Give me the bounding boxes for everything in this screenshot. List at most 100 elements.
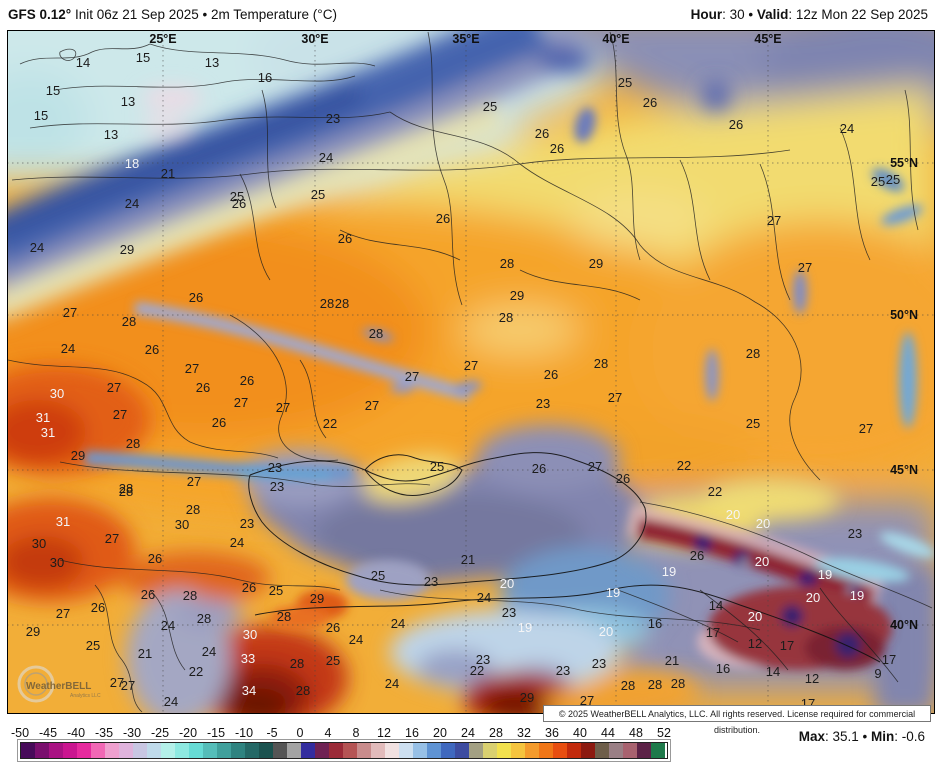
colorbar-segment [329, 743, 343, 758]
temp-label: 22 [708, 484, 722, 499]
colorbar-segment [469, 743, 483, 758]
temp-label: 25 [430, 459, 444, 474]
temperature-field: 25°E 30°E 35°E 40°E 45°E55°N50°N45°N40°N 14 1… [7, 30, 935, 714]
temp-label: 23 [326, 111, 340, 126]
temp-label: 26 [338, 231, 352, 246]
temp-label: 27 [405, 369, 419, 384]
min-label: Min [870, 729, 895, 744]
temp-label: 26 [242, 580, 256, 595]
temp-label: 21 [161, 166, 175, 181]
temp-label: 19 [818, 567, 832, 582]
copyright-notice: © 2025 WeatherBELL Analytics, LLC. All r… [543, 705, 931, 735]
temp-label: 23 [240, 516, 254, 531]
temp-label: 28 [197, 611, 211, 626]
weatherbell-logo: WeatherBELL Analytics LLC [10, 664, 140, 706]
temp-label: 16 [258, 70, 272, 85]
temp-label: 27 [110, 675, 124, 690]
colorbar-tick-label: 48 [629, 726, 643, 740]
temp-label: 29 [520, 690, 534, 705]
colorbar-segment [581, 743, 595, 758]
colorbar-tick-label: 32 [517, 726, 531, 740]
colorbar-tick-label: 24 [461, 726, 475, 740]
temp-label: 22 [677, 458, 691, 473]
temp-label: 17 [780, 638, 794, 653]
colorbar-tick-label: 8 [352, 726, 360, 740]
model-name: GFS 0.12° [8, 7, 72, 22]
temp-label: 26 [436, 211, 450, 226]
temp-label: 28 [335, 296, 349, 311]
temp-label: 24 [477, 590, 491, 605]
temp-label: 23 [502, 605, 516, 620]
colorbar-segment [623, 743, 637, 758]
colorbar-segment [245, 743, 259, 758]
temp-label: 14 [766, 664, 780, 679]
temp-label: 28 [746, 346, 760, 361]
temperature-map: 25°E 30°E 35°E 40°E 45°E 55°N 50°N 45°N 40°N 14 1… [0, 30, 935, 714]
temp-label: 13 [205, 55, 219, 70]
temp-label: 19 [518, 620, 532, 635]
temp-label: 26 [212, 415, 226, 430]
temp-label: 29 [589, 256, 603, 271]
hour-label: Hour [690, 7, 723, 22]
temp-label: 25 [269, 583, 283, 598]
temp-label: 31 [41, 425, 55, 440]
colorbar-segment [315, 743, 329, 758]
temp-label: 29 [510, 288, 524, 303]
max-label: Max [798, 729, 825, 744]
meridian-label: 25°E [149, 32, 176, 46]
temp-label: 29 [26, 624, 40, 639]
colorbar-segment [175, 743, 189, 758]
temp-label: 20 [755, 554, 769, 569]
temp-label: 23 [556, 663, 570, 678]
parallel-label: 45°N [890, 463, 918, 477]
colorbar-segment [609, 743, 623, 758]
temp-label: 24 [61, 341, 75, 356]
temp-label: 20 [756, 516, 770, 531]
temp-label: 29 [120, 242, 134, 257]
colorbar-tick-label: 40 [573, 726, 587, 740]
colorbar-segment [553, 743, 567, 758]
temp-label: 26 [326, 620, 340, 635]
header-bar: GFS 0.12° Init 06z 21 Sep 2025 • 2m Temp… [0, 0, 935, 30]
temp-label: 26 [532, 461, 546, 476]
temp-label: 23 [424, 574, 438, 589]
temp-label: 28 [369, 326, 383, 341]
temp-label: 27 [365, 398, 379, 413]
colorbar-tick-label: -25 [150, 726, 170, 740]
temp-label: 27 [107, 380, 121, 395]
colorbar-segment [63, 743, 77, 758]
temp-label: 26 [616, 471, 630, 486]
temp-label: 24 [349, 632, 363, 647]
colorbar-segment [231, 743, 245, 758]
temp-label: 30 [32, 536, 46, 551]
colorbar-segment [133, 743, 147, 758]
colorbar-segment [91, 743, 105, 758]
colorbar-segment [637, 743, 651, 758]
colorbar-segment [301, 743, 315, 758]
temp-label: 28 [320, 296, 334, 311]
temp-label: 25 [86, 638, 100, 653]
temp-label: 26 [91, 600, 105, 615]
temp-label: 28 [648, 677, 662, 692]
temp-label: 27 [588, 459, 602, 474]
temp-label: 14 [709, 598, 723, 613]
temp-label: 22 [323, 416, 337, 431]
temp-label: 31 [56, 514, 70, 529]
temp-label: 24 [30, 240, 44, 255]
temp-label: 21 [665, 653, 679, 668]
temp-label: 25 [871, 174, 885, 189]
temp-label: 26 [550, 141, 564, 156]
colorbar-tick-label: -10 [234, 726, 254, 740]
temp-label: 26 [189, 290, 203, 305]
colorbar-tick-label: 4 [324, 726, 332, 740]
temp-label: 26 [148, 551, 162, 566]
colorbar-tick-label: -40 [66, 726, 86, 740]
temp-label: 27 [608, 390, 622, 405]
colorbar-ticks: -50 -45 -40 -35 -30 -25 -20 -15 -10 -5 0 4 8 12 16 20 24… [11, 726, 720, 740]
temp-label: 26 [232, 196, 246, 211]
temp-label: 28 [183, 588, 197, 603]
temp-label: 24 [391, 616, 405, 631]
hour-value: : 30 • [722, 7, 757, 22]
temp-label: 24 [385, 676, 399, 691]
